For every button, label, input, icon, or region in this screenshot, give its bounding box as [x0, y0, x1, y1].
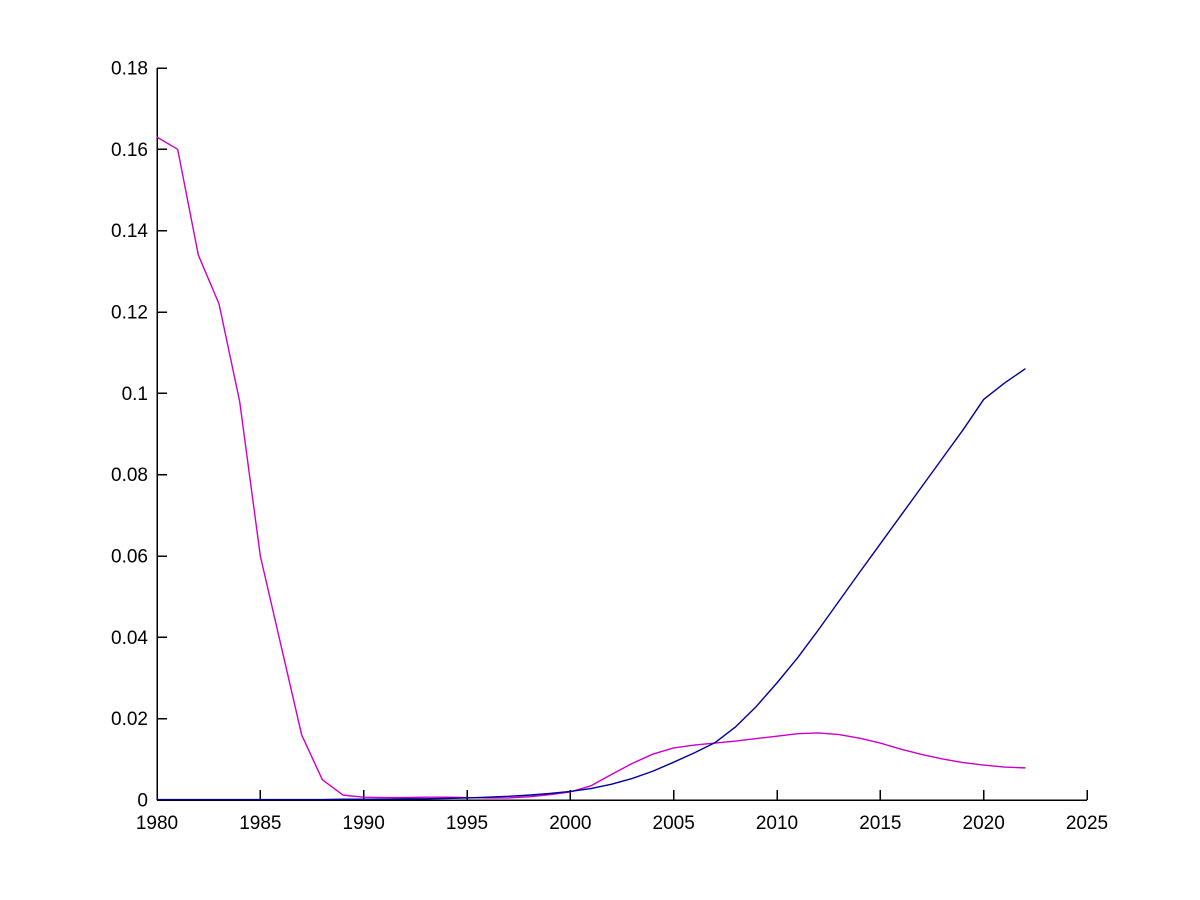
y-tick-label-0.18: 0.18	[111, 59, 148, 80]
x-tick-label-2025: 2025	[1066, 813, 1108, 834]
ticks-group	[156, 67, 1088, 801]
x-tick-label-1995: 1995	[446, 813, 488, 834]
magenta-series-line	[156, 136, 1026, 799]
x-tick-label-1990: 1990	[343, 813, 385, 834]
x-tick-label-2015: 2015	[859, 813, 901, 834]
x-tick-label-2010: 2010	[756, 813, 798, 834]
y-tick-label-0.04: 0.04	[111, 628, 148, 649]
y-tick-label-0: 0	[137, 791, 148, 812]
x-tick-label-2005: 2005	[653, 813, 695, 834]
y-tick-label-0.14: 0.14	[111, 221, 148, 242]
tick-labels-group: 1980 1985 1990 1995 2000 2005 2010 2015 2020 2025…	[111, 59, 1108, 835]
blue-series-line	[156, 368, 1026, 801]
x-tick-label-2000: 2000	[549, 813, 591, 834]
y-tick-label-0.06: 0.06	[111, 547, 148, 568]
x-tick-label-1980: 1980	[136, 813, 178, 834]
y-tick-label-0.1: 0.1	[122, 384, 148, 405]
y-tick-label-0.12: 0.12	[111, 303, 148, 324]
series-group	[156, 136, 1026, 801]
x-tick-label-1985: 1985	[239, 813, 281, 834]
axes-group	[156, 68, 1087, 801]
y-tick-label-0.16: 0.16	[111, 140, 148, 161]
y-tick-label-0.02: 0.02	[111, 709, 148, 730]
y-tick-label-0.08: 0.08	[111, 465, 148, 486]
x-tick-label-2020: 2020	[963, 813, 1005, 834]
